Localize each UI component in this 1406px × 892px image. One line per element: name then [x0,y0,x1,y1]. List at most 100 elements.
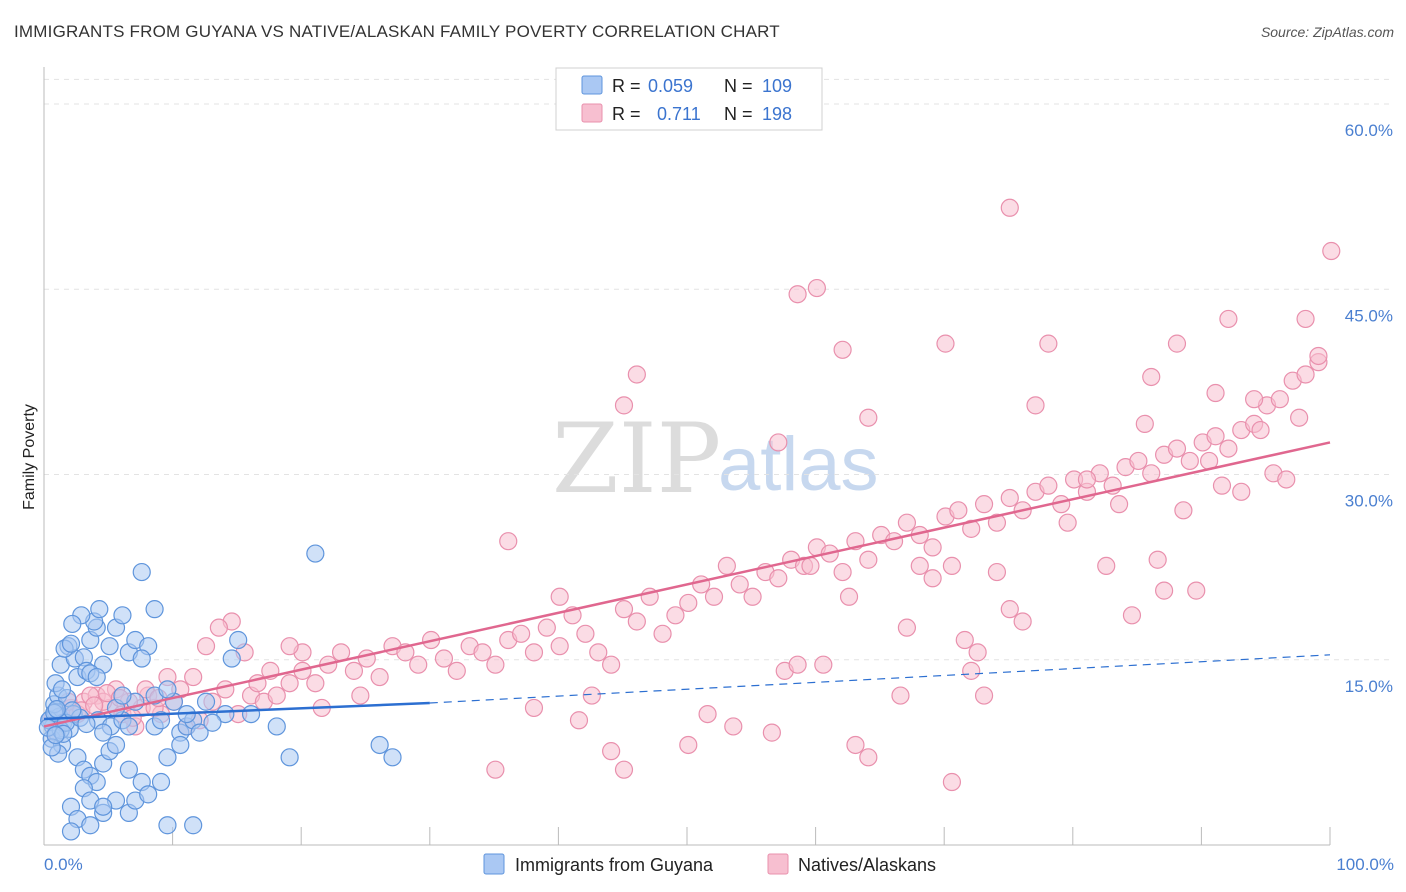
natives-point-33 [473,643,492,662]
natives-point-106 [1167,334,1187,353]
natives-point-167 [351,686,370,705]
legend-r-label-1: R = [612,76,641,96]
trend-line-guyana-dashed [429,654,1331,704]
natives-point-135 [987,562,1007,582]
guyana-point-74 [306,544,325,563]
guyana-point-98 [196,692,216,711]
natives-point-153 [1109,495,1129,514]
natives-point-127 [698,704,717,724]
guyana-point-23 [100,637,119,656]
natives-point-48 [666,606,685,625]
natives-point-122 [486,760,505,779]
natives-point-53 [730,575,749,594]
natives-point-95 [1270,390,1289,409]
guyana-point-72 [267,717,286,736]
natives-point-177 [184,667,203,687]
natives-point-110 [1206,383,1225,403]
guyana-point-106 [63,701,82,720]
natives-point-165 [1277,470,1296,489]
natives-point-61 [833,562,852,582]
natives-point-100 [1000,198,1019,217]
x-tick-label-min: 0.0% [44,855,83,874]
y-tick-labels: 15.0% 30.0% 45.0% 60.0% [1345,121,1393,696]
natives-point-132 [942,772,962,792]
guyana-point-26 [90,600,109,619]
natives-point-158 [1174,501,1193,520]
natives-point-45 [627,612,646,631]
natives-point-154 [1122,606,1142,625]
natives-point-141 [801,556,820,576]
guyana-point-46 [106,735,126,755]
trend-line-guyana-solid [43,701,430,721]
natives-point-52 [717,556,736,576]
natives-point-42 [589,643,608,662]
natives-point-88 [1180,451,1199,471]
guyana-point-88 [171,735,190,755]
natives-point-74 [1000,488,1019,508]
natives-point-142 [891,686,910,705]
guyana-point-60 [158,748,177,767]
natives-point-138 [814,655,833,674]
guyana-point-100 [184,816,203,835]
natives-point-56 [769,569,788,588]
natives-point-84 [1129,451,1148,471]
y-tick-label-30: 30.0% [1345,492,1393,511]
guyana-point-86 [158,680,177,699]
natives-point-31 [447,661,466,680]
bottom-legend: Immigrants from Guyana Natives/Alaskans [483,853,936,875]
natives-point-91 [1219,439,1238,458]
natives-point-20 [306,674,325,693]
natives-point-25 [370,667,389,687]
legend-swatch-blue [581,75,603,95]
legend-swatch-pink [581,103,603,123]
guyana-point-33 [132,649,151,668]
bottom-legend-swatch-pink [767,853,789,875]
guyana-point-95 [77,714,96,734]
natives-point-146 [942,556,962,576]
natives-point-28 [409,655,428,674]
natives-point-72 [974,495,994,514]
natives-point-166 [1290,408,1309,427]
guyana-point-67 [190,723,209,742]
guyana-point-76 [383,748,402,767]
natives-point-150 [1058,513,1077,532]
natives-point-145 [923,569,942,588]
legend-n-label-1: N = [724,76,753,96]
natives-point-137 [839,587,859,606]
y-tick-label-45: 45.0% [1345,306,1393,325]
natives-point-111 [1245,390,1264,409]
bottom-legend-label-guyana: Immigrants from Guyana [515,855,714,875]
legend-box: R = 0.059 N = 109 R = 0.711 N = 198 [555,67,823,131]
guyana-point-25 [113,606,132,625]
natives-point-136 [1000,600,1019,619]
natives-point-121 [524,698,544,718]
natives-point-99 [1322,241,1341,261]
natives-point-115 [769,433,788,452]
guyana-point-70 [222,649,241,668]
guyana-point-108 [47,700,66,719]
natives-point-107 [1219,309,1238,329]
natives-point-54 [743,587,762,606]
chart-title: IMMIGRANTS FROM GUYANA VS NATIVE/ALASKAN… [14,22,780,41]
legend-r-label-2: R = [612,104,641,124]
natives-point-70 [949,501,968,520]
natives-point-103 [833,340,852,359]
legend-r-value-2: 0.711 [657,104,701,124]
y-tick-label-60: 60.0% [1345,121,1393,140]
natives-point-97 [1296,365,1315,384]
natives-point-18 [280,674,299,693]
natives-point-17 [267,686,286,705]
natives-point-151 [1077,470,1097,489]
legend-n-value-2: 198 [762,104,792,124]
natives-point-140 [788,655,807,674]
natives-point-49 [679,593,698,613]
natives-point-175 [209,618,228,637]
natives-point-123 [614,760,634,779]
natives-point-192 [85,696,104,715]
guyana-point-28 [63,614,82,634]
natives-point-131 [846,735,865,755]
natives-point-157 [1155,581,1174,600]
natives-point-85 [1142,464,1161,483]
bottom-legend-swatch-blue [483,853,505,875]
natives-point-41 [576,624,595,643]
